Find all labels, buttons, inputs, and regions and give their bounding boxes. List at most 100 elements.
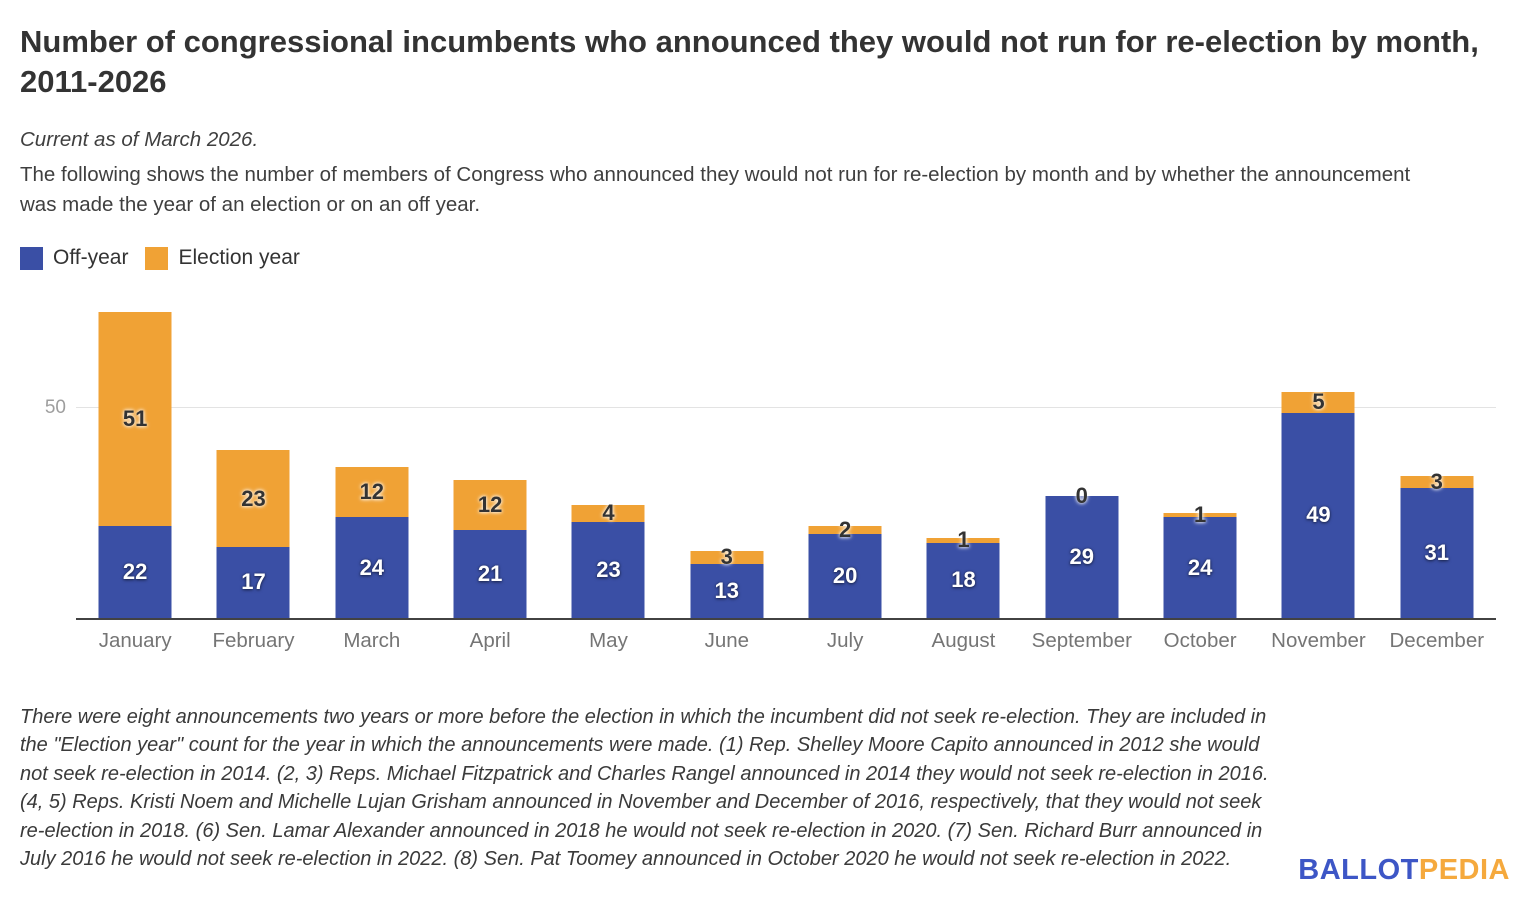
legend-swatch-election-year <box>145 246 169 270</box>
x-axis-label-february: February <box>212 629 295 652</box>
stacked-bar-august[interactable]: 18 1 <box>926 529 1000 618</box>
stacked-bar-october[interactable]: 24 1 <box>1163 504 1237 618</box>
stacked-bar-july[interactable]: 20 2 <box>808 519 882 618</box>
off-year-segment-october[interactable] <box>1163 517 1237 618</box>
x-axis-label-november: November <box>1271 629 1366 652</box>
stacked-bar-march[interactable]: 24 12 <box>335 467 409 618</box>
election-year-value-june: 3 <box>720 544 733 570</box>
bar-column-april: 21 12 <box>431 284 549 618</box>
election-year-segment-april[interactable] <box>453 479 527 530</box>
off-year-value-march: 24 <box>359 554 385 580</box>
election-year-segment-june[interactable] <box>690 550 764 564</box>
x-axis-labels: January February March April May June July Augu… <box>76 620 1496 653</box>
legend-label-off-year: Off-year <box>53 246 129 269</box>
x-axis-label-may: May <box>589 629 628 652</box>
election-year-value-august: 1 <box>957 527 970 553</box>
stacked-bar-february[interactable]: 17 23 <box>216 450 290 618</box>
chart-subtitle: Current as of March 2026. <box>20 128 259 151</box>
stacked-bar-april[interactable]: 21 12 <box>453 479 527 618</box>
election-year-value-october: 1 <box>1193 502 1207 528</box>
stacked-bar-november[interactable]: 49 5 <box>1281 389 1355 618</box>
bar-chart: 50 22 51 17 23 24 12 21 12 23 4 13 3 20 2 18 1 29 0 24 1 49 5… <box>45 284 1496 653</box>
x-axis-label-july: July <box>826 629 864 652</box>
x-axis-label-september: September <box>1031 629 1132 652</box>
off-year-segment-july[interactable] <box>808 534 882 618</box>
off-year-value-january: 22 <box>122 558 148 584</box>
bar-column-september: 29 0 <box>1023 284 1141 618</box>
plot-area: 50 22 51 17 23 24 12 21 12 23 4 13 3 20 2 18 1 29 0 24 1 49 5… <box>45 284 1496 620</box>
x-axis-label-april: April <box>469 629 511 652</box>
bar-column-june: 13 3 <box>668 284 786 618</box>
logo-text-ballot: BALLOT <box>1298 854 1419 886</box>
bar-column-august: 18 1 <box>904 284 1022 618</box>
election-year-value-december: 3 <box>1430 468 1443 494</box>
election-year-segment-march[interactable] <box>335 467 409 518</box>
off-year-segment-may[interactable] <box>571 521 645 618</box>
off-year-segment-august[interactable] <box>926 542 1000 618</box>
election-year-value-july: 2 <box>839 517 852 542</box>
election-year-segment-december[interactable] <box>1400 475 1474 489</box>
off-year-segment-september[interactable] <box>1045 496 1119 618</box>
logo-text-pedia: PEDIA <box>1418 854 1510 886</box>
stacked-bar-january[interactable]: 22 51 <box>98 312 172 618</box>
x-axis-label-october: October <box>1163 629 1237 652</box>
election-year-segment-october[interactable] <box>1163 513 1237 518</box>
legend-swatch-off-year <box>20 246 43 270</box>
election-year-segment-july[interactable] <box>808 525 882 535</box>
stacked-bar-september[interactable]: 29 0 <box>1045 485 1119 618</box>
off-year-segment-december[interactable] <box>1400 488 1474 618</box>
bar-columns: 22 51 17 23 24 12 21 12 23 4 13 3 20 2 18 1 29 0 24 1 49 5 31 3 <box>76 284 1496 618</box>
x-axis-label-december: December <box>1389 629 1485 652</box>
off-year-value-february: 17 <box>241 569 266 595</box>
ballotpedia-logo: BALLOTPEDIA <box>1298 854 1510 887</box>
off-year-segment-november[interactable] <box>1281 412 1355 618</box>
x-axis-label-january: January <box>98 629 172 652</box>
bar-column-january: 22 51 <box>76 284 194 618</box>
election-year-segment-november[interactable] <box>1281 391 1355 413</box>
chart-legend: Off-year Election year <box>20 246 1516 270</box>
off-year-value-may: 23 <box>596 556 621 582</box>
chart-title: Number of congressional incumbents who a… <box>20 24 1479 99</box>
off-year-value-october: 24 <box>1187 554 1213 580</box>
election-year-value-september: 0 <box>1075 483 1088 509</box>
chart-description: The following shows the number of member… <box>20 163 1411 216</box>
off-year-segment-february[interactable] <box>216 546 290 618</box>
election-year-segment-august[interactable] <box>926 538 1000 543</box>
off-year-value-november: 49 <box>1306 502 1331 528</box>
election-year-segment-january[interactable] <box>98 312 172 526</box>
off-year-value-april: 21 <box>477 561 503 586</box>
bar-column-february: 17 23 <box>194 284 312 618</box>
stacked-bar-june[interactable]: 13 3 <box>690 546 764 618</box>
stacked-bar-may[interactable]: 23 4 <box>571 500 645 618</box>
off-year-segment-march[interactable] <box>335 517 409 618</box>
chart-footnote: There were eight announcements two years… <box>20 706 1269 871</box>
bar-column-december: 31 3 <box>1378 284 1496 618</box>
x-axis-label-june: June <box>704 629 750 652</box>
bar-column-may: 23 4 <box>549 284 667 618</box>
election-year-value-january: 51 <box>122 405 148 431</box>
off-year-segment-june[interactable] <box>690 563 764 618</box>
legend-label-election-year: Election year <box>178 246 300 269</box>
x-axis-label-march: March <box>343 629 401 652</box>
off-year-segment-january[interactable] <box>98 525 172 618</box>
off-year-value-june: 13 <box>714 577 740 603</box>
election-year-value-march: 12 <box>359 479 385 505</box>
off-year-value-december: 31 <box>1424 540 1449 566</box>
off-year-value-august: 18 <box>951 567 976 593</box>
off-year-segment-april[interactable] <box>453 530 527 618</box>
election-year-value-april: 12 <box>477 491 503 517</box>
off-year-value-july: 20 <box>832 563 858 589</box>
y-axis-tick-label: 50 <box>44 397 66 419</box>
election-year-segment-may[interactable] <box>571 504 645 522</box>
stacked-bar-december[interactable]: 31 3 <box>1400 470 1474 618</box>
bar-column-october: 24 1 <box>1141 284 1259 618</box>
election-year-value-may: 4 <box>602 500 615 526</box>
bar-column-march: 24 12 <box>313 284 431 618</box>
election-year-value-november: 5 <box>1312 389 1325 415</box>
off-year-value-september: 29 <box>1069 544 1095 570</box>
x-axis-label-august: August <box>931 629 996 652</box>
election-year-value-february: 23 <box>241 485 266 511</box>
election-year-segment-february[interactable] <box>216 450 290 547</box>
y-gridline-50 <box>76 407 1496 409</box>
